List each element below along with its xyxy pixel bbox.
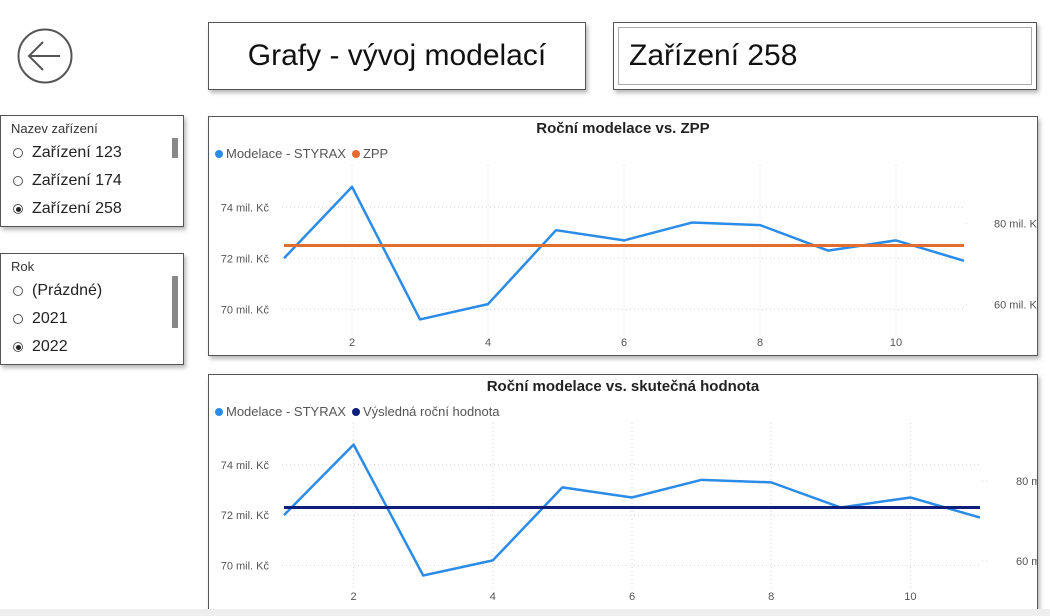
page-bottom-bar [0, 609, 1050, 616]
device-slicer-label: Nazev zařízení [11, 121, 98, 136]
x-tick-label: 6 [621, 337, 627, 349]
year-slicer-label: Rok [11, 259, 35, 274]
x-tick-label: 8 [768, 591, 774, 603]
y-right-tick-label: 80 mil. [1016, 476, 1037, 488]
x-tick-label: 4 [485, 337, 491, 349]
radio-unchecked-icon[interactable] [13, 148, 23, 158]
x-tick-label: 2 [349, 337, 355, 349]
y-tick-label: 74 mil. Kč [221, 202, 270, 214]
radio-unchecked-icon[interactable] [13, 286, 23, 296]
chart-legend: Modelace - STYRAX Výsledná roční hodnota [215, 404, 506, 419]
legend-item-vysledna[interactable]: Výsledná roční hodnota [351, 404, 500, 419]
x-tick-label: 4 [490, 591, 496, 603]
year-slicer: Rok (Prázdné) 2021 2022 [0, 253, 184, 365]
back-arrow-icon[interactable] [16, 27, 74, 85]
x-tick-label: 8 [757, 337, 763, 349]
slicer-item-label: Zařízení 123 [32, 144, 122, 161]
slicer-item-year-2022[interactable]: 2022 [13, 338, 68, 356]
chart-modelace-vs-zpp: Roční modelace vs. ZPP Modelace - STYRAX… [208, 116, 1043, 356]
legend-label: Modelace - STYRAX [226, 404, 346, 419]
legend-item-modelace[interactable]: Modelace - STYRAX [215, 404, 346, 419]
device-slicer: Nazev zařízení Zařízení 123 Zařízení 174… [0, 115, 184, 227]
selected-device-value: Zařízení 258 [618, 27, 1032, 85]
y-right-tick-label: 60 mil. [1016, 556, 1037, 568]
y-tick-label: 72 mil. Kč [221, 510, 270, 522]
y-tick-label: 70 mil. Kč [221, 304, 270, 316]
x-tick-label: 6 [629, 591, 635, 603]
line-chart-plot[interactable]: 2 4 6 8 10 70 mil. Kč 72 mil. Kč 74 mil. Kč 60 m… [209, 117, 1043, 355]
slicer-item-device-258[interactable]: Zařízení 258 [13, 200, 122, 218]
slicer-item-year-empty[interactable]: (Prázdné) [13, 282, 102, 300]
slicer-item-label: (Prázdné) [32, 282, 103, 299]
slicer-item-label: 2022 [32, 338, 68, 355]
page-title: Grafy - vývoj modelací [208, 22, 586, 90]
selected-device-card: Zařízení 258 [613, 22, 1037, 90]
y-right-tick-label: 60 mil. Kč [994, 300, 1037, 312]
page-title-text: Grafy - vývoj modelací [247, 39, 547, 72]
year-slicer-scrollbar[interactable] [172, 276, 178, 328]
legend-dot-icon [215, 407, 223, 416]
legend-label: Výsledná roční hodnota [362, 404, 500, 419]
slicer-item-label: Zařízení 258 [32, 200, 122, 217]
radio-checked-icon[interactable] [13, 204, 23, 214]
legend-label: ZPP [362, 146, 389, 161]
series-line [283, 185, 965, 321]
y-tick-label: 70 mil. Kč [221, 560, 270, 572]
legend-dot-icon [351, 149, 360, 158]
radio-checked-icon[interactable] [13, 342, 23, 352]
x-tick-label: 10 [904, 591, 916, 603]
slicer-item-year-2021[interactable]: 2021 [13, 310, 68, 328]
radio-unchecked-icon[interactable] [13, 176, 23, 186]
x-tick-label: 10 [890, 337, 902, 349]
legend-dot-icon [215, 149, 223, 158]
y-right-tick-label: 80 mil. Kč [994, 219, 1037, 231]
slicer-item-device-123[interactable]: Zařízení 123 [13, 144, 122, 162]
legend-item-modelace[interactable]: Modelace - STYRAX [215, 146, 346, 161]
chart-title: Roční modelace vs. skutečná hodnota [486, 378, 760, 395]
slicer-item-label: Zařízení 174 [32, 172, 122, 189]
y-tick-label: 72 mil. Kč [221, 253, 270, 265]
x-tick-label: 2 [351, 591, 357, 603]
radio-unchecked-icon[interactable] [13, 314, 23, 324]
chart-legend: Modelace - STYRAX ZPP [215, 146, 394, 161]
legend-dot-icon [351, 407, 360, 416]
chart-title: Roční modelace vs. ZPP [536, 120, 710, 137]
slicer-item-label: 2021 [32, 310, 68, 327]
legend-item-zpp[interactable]: ZPP [351, 146, 389, 161]
device-slicer-scrollbar[interactable] [172, 138, 178, 158]
y-tick-label: 74 mil. Kč [221, 460, 270, 472]
chart-modelace-vs-skutecna: Roční modelace vs. skutečná hodnota Mode… [208, 374, 1048, 610]
legend-label: Modelace - STYRAX [226, 146, 346, 161]
series-line [283, 443, 981, 577]
slicer-item-device-174[interactable]: Zařízení 174 [13, 172, 122, 190]
